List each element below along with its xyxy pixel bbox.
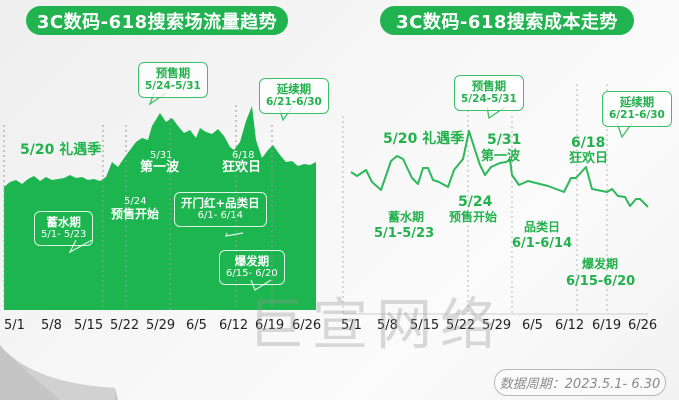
left-carnival-label: 狂欢日 <box>222 160 262 175</box>
right-x-tick: 5/29 <box>482 318 512 333</box>
callout-range: 6/21-6/30 <box>266 96 322 109</box>
left-x-tick: 5/8 <box>41 318 62 333</box>
right-callout-presale: 预售期 5/24-5/31 <box>454 75 524 111</box>
watermark: 巨宣网络 <box>248 293 504 358</box>
left-x-tick: 5/15 <box>74 318 104 333</box>
right-accumulate-title: 蓄水期 <box>388 210 425 224</box>
left-gift-season-label: 5/20 礼遇季 <box>20 142 102 158</box>
left-presale-start-label: 预售开始 <box>111 207 160 221</box>
right-x-tick: 5/1 <box>341 318 362 333</box>
right-accumulate-range: 5/1-5/23 <box>374 226 435 241</box>
left-first-wave-label: 第一波 <box>140 160 180 175</box>
right-x-tick: 6/26 <box>628 318 658 333</box>
left-callout-extended: 延续期 6/21-6/30 <box>259 78 329 114</box>
right-x-tick: 5/15 <box>410 318 440 333</box>
left-x-tick: 5/1 <box>4 318 25 333</box>
left-dark-callout-tails <box>68 232 272 291</box>
left-x-tick: 6/12 <box>219 318 249 333</box>
right-burst-title: 爆发期 <box>582 257 619 271</box>
right-presale-start-date: 5/24 <box>458 194 493 210</box>
right-x-tick: 6/12 <box>555 318 585 333</box>
right-x-tick: 5/8 <box>377 318 398 333</box>
right-presale-start-label: 预售开始 <box>449 210 498 224</box>
callout-title: 预售期 <box>471 79 507 93</box>
callout-range: 5/1- 5/23 <box>41 229 87 241</box>
right-gift-season-label: 5/20 礼遇季 <box>383 131 465 147</box>
callout-title: 爆发期 <box>234 254 270 268</box>
callout-title: 开门红+品类日 <box>181 196 260 210</box>
callout-range: 5/24-5/31 <box>461 93 517 106</box>
callout-range: 5/24-5/31 <box>145 80 201 93</box>
left-carnival-date: 6/18 <box>232 150 255 161</box>
right-x-tick: 6/5 <box>522 318 543 333</box>
callout-range: 6/15- 6/20 <box>226 268 278 280</box>
right-chart-title: 3C数码-618搜索成本走势 <box>380 6 634 35</box>
left-x-tick: 5/22 <box>110 318 140 333</box>
right-burst-range: 6/15-6/20 <box>566 274 636 289</box>
right-category-title: 品类日 <box>524 220 561 234</box>
traffic-area <box>4 106 316 310</box>
left-presale-start-date: 5/24 <box>124 196 147 207</box>
callout-range: 6/21-6/30 <box>609 109 665 122</box>
left-chart-title: 3C数码-618搜索场流量趋势 <box>26 6 288 35</box>
left-callout-accumulate: 蓄水期 5/1- 5/23 <box>34 211 94 246</box>
right-first-wave-label: 第一波 <box>481 149 521 164</box>
left-x-tick: 5/29 <box>146 318 176 333</box>
right-callout-extended: 延续期 6/21-6/30 <box>602 91 672 127</box>
left-callout-presale: 预售期 5/24-5/31 <box>138 62 208 98</box>
right-x-tick: 5/22 <box>446 318 476 333</box>
callout-range: 6/1- 6/14 <box>197 210 243 222</box>
left-x-tick: 6/26 <box>292 318 322 333</box>
cost-line <box>350 130 649 208</box>
data-period-badge: 数据周期：2023.5.1- 6.30 <box>494 369 666 396</box>
left-callout-burst: 爆发期 6/15- 6/20 <box>219 250 285 285</box>
callout-title: 蓄水期 <box>46 215 81 229</box>
left-x-tick: 6/5 <box>186 318 207 333</box>
right-carnival-label: 狂欢日 <box>569 151 609 166</box>
right-callout-tails <box>486 106 633 139</box>
left-callout-kickoff: 开门红+品类日 6/1- 6/14 <box>174 192 267 227</box>
right-carnival-date: 6/18 <box>571 135 606 151</box>
callout-title: 预售期 <box>155 66 191 80</box>
right-x-tick: 6/19 <box>592 318 622 333</box>
callout-title: 延续期 <box>619 95 655 109</box>
left-first-wave-date: 5/31 <box>150 150 173 161</box>
callout-title: 延续期 <box>276 82 312 96</box>
left-period-markers <box>3 105 273 310</box>
left-x-tick: 6/19 <box>255 318 285 333</box>
right-first-wave-date: 5/31 <box>487 132 522 148</box>
right-category-range: 6/1-6/14 <box>512 236 573 251</box>
page-curl-highlight <box>8 355 115 400</box>
